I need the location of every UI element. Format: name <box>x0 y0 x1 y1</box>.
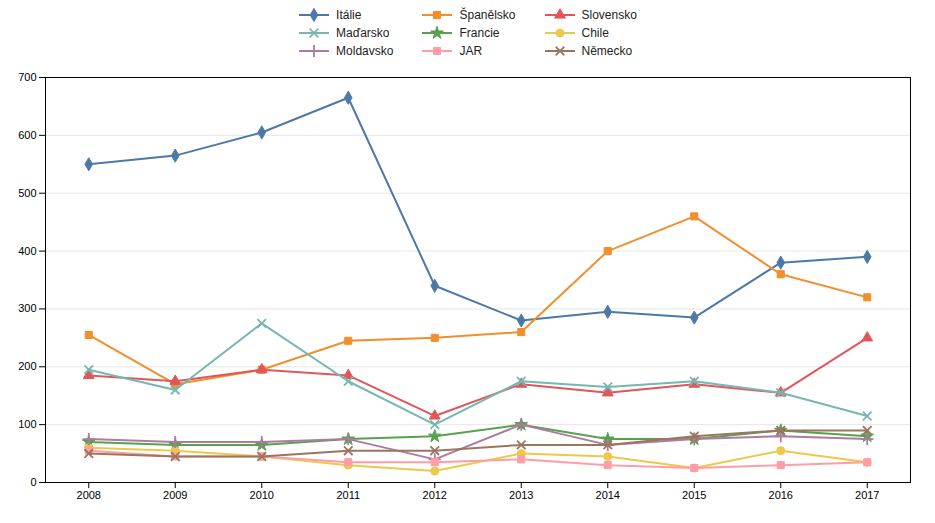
svg-text:2015: 2015 <box>682 489 706 501</box>
svg-text:500: 500 <box>18 187 36 199</box>
svg-text:2013: 2013 <box>509 489 533 501</box>
svg-text:100: 100 <box>18 418 36 430</box>
html-text:Německo: Německo <box>581 44 633 58</box>
svg-text:2016: 2016 <box>769 489 793 501</box>
svg-text:2011: 2011 <box>336 489 360 501</box>
html-text:Slovensko: Slovensko <box>581 8 637 22</box>
html-text:Španělsko: Španělsko <box>459 8 516 22</box>
svg-text:2017: 2017 <box>855 489 879 501</box>
svg-text:600: 600 <box>18 129 36 141</box>
svg-text:2010: 2010 <box>250 489 274 501</box>
html-text:Moldavsko: Moldavsko <box>336 44 394 58</box>
html-text:Francie: Francie <box>459 26 500 40</box>
svg-text:200: 200 <box>18 360 36 372</box>
svg-text:300: 300 <box>18 302 36 314</box>
svg-text:2008: 2008 <box>77 489 101 501</box>
svg-text:400: 400 <box>18 245 36 257</box>
svg-text:2009: 2009 <box>163 489 187 501</box>
svg-text:0: 0 <box>30 476 36 488</box>
html-text:Chile: Chile <box>581 26 609 40</box>
svg-text:700: 700 <box>18 71 36 83</box>
html-text:Itálie: Itálie <box>336 8 362 22</box>
svg-text:2012: 2012 <box>423 489 447 501</box>
html-text:JAR: JAR <box>459 44 483 58</box>
svg-text:2014: 2014 <box>596 489 620 501</box>
html-text:Maďarsko: Maďarsko <box>336 26 390 40</box>
